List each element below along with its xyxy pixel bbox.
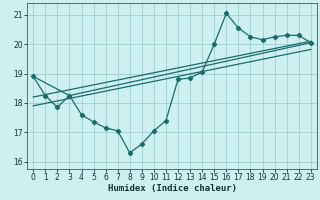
X-axis label: Humidex (Indice chaleur): Humidex (Indice chaleur) xyxy=(108,184,236,193)
